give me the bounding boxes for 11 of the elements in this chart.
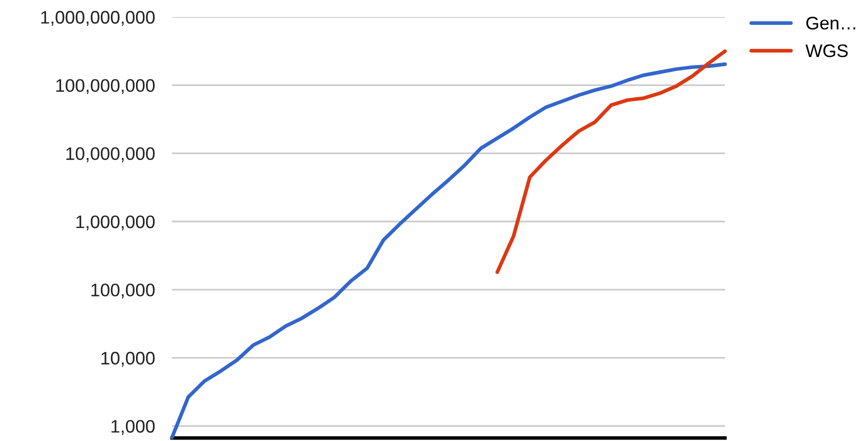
y-tick-label: 10,000 (101, 352, 155, 367)
line-series (170, 62, 727, 440)
legend-label: Gen… (806, 16, 856, 30)
y-tick-label: 1,000,000 (76, 215, 155, 230)
y-tick-label: 100,000 (91, 284, 155, 299)
y-tick-label: 1,000 (112, 420, 155, 435)
line-series (495, 49, 727, 274)
legend-label: WGS (805, 44, 848, 58)
y-tick-label: 100,000,000 (56, 79, 155, 94)
y-tick-label: 10,000,000 (66, 147, 155, 162)
y-tick-label: 1,000,000,000 (41, 10, 155, 26)
